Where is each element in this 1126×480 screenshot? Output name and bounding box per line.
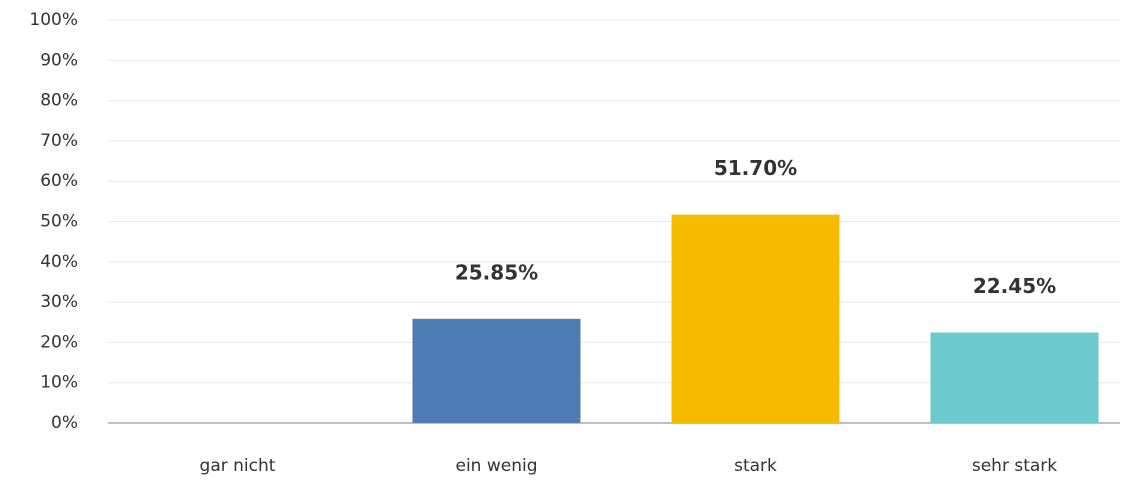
y-tick-label: 50% xyxy=(40,212,78,232)
bar xyxy=(412,318,581,423)
x-tick-label: ein wenig xyxy=(455,456,537,476)
y-tick-label: 10% xyxy=(40,373,78,393)
data-label: 25.85% xyxy=(455,260,538,284)
bar xyxy=(671,214,840,423)
y-tick-label: 30% xyxy=(40,292,78,312)
y-tick-label: 80% xyxy=(40,91,78,111)
x-tick-label: sehr stark xyxy=(972,456,1057,476)
y-tick-label: 60% xyxy=(40,171,78,191)
data-label: 22.45% xyxy=(973,274,1056,298)
data-label: 51.70% xyxy=(714,156,797,180)
y-tick-label: 40% xyxy=(40,252,78,272)
y-tick-label: 90% xyxy=(40,50,78,70)
y-tick-label: 70% xyxy=(40,131,78,151)
y-tick-label: 20% xyxy=(40,332,78,352)
x-tick-label: gar nicht xyxy=(200,456,276,476)
y-tick-label: 0% xyxy=(51,413,78,433)
bar xyxy=(930,332,1099,423)
y-tick-label: 100% xyxy=(29,10,78,30)
x-tick-label: stark xyxy=(734,456,777,476)
